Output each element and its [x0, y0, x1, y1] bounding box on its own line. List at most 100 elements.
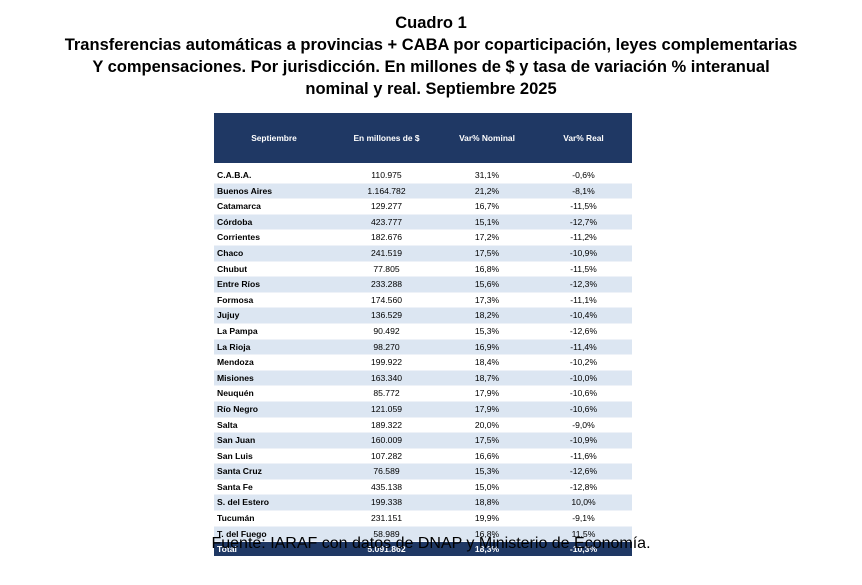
jurisdiction-cell: Entre Ríos: [214, 276, 334, 293]
table-row: C.A.B.A. 110.975 31,1% -0,6%: [214, 168, 632, 184]
jurisdiction-cell: Neuquén: [214, 385, 334, 402]
real-cell: -12,3%: [535, 276, 632, 293]
table-row: S. del Estero 199.338 18,8% 10,0%: [214, 494, 632, 512]
nominal-cell: 17,9%: [439, 385, 535, 402]
nominal-cell: 15,1%: [439, 214, 535, 231]
nominal-cell: 18,7%: [439, 370, 535, 387]
nominal-cell: 17,3%: [439, 292, 535, 309]
jurisdiction-cell: San Luis: [214, 448, 334, 465]
real-cell: -8,1%: [535, 183, 632, 200]
jurisdiction-cell: Misiones: [214, 370, 334, 387]
nominal-cell: 21,2%: [439, 183, 535, 200]
jurisdiction-cell: Chaco: [214, 245, 334, 262]
table-row: Tucumán 231.151 19,9% -9,1%: [214, 510, 632, 527]
amount-cell: 423.777: [334, 214, 439, 231]
jurisdiction-cell: Salta: [214, 417, 334, 434]
nominal-cell: 16,8%: [439, 261, 535, 278]
total-amount: 5.091.862: [334, 541, 439, 557]
table-title: Cuadro 1 Transferencias automáticas a pr…: [0, 12, 862, 100]
real-cell: -11,6%: [535, 448, 632, 465]
jurisdiction-cell: Jujuy: [214, 307, 334, 324]
header-amount: En millones de $: [334, 113, 439, 163]
nominal-cell: 15,0%: [439, 479, 535, 496]
nominal-cell: 16,6%: [439, 448, 535, 465]
amount-cell: 121.059: [334, 401, 439, 418]
amount-cell: 163.340: [334, 370, 439, 387]
header-spacer-cell: [214, 163, 632, 168]
real-cell: -9,1%: [535, 510, 632, 527]
amount-cell: 231.151: [334, 510, 439, 527]
title-line-2: Transferencias automáticas a provincias …: [64, 36, 798, 54]
jurisdiction-cell: Chubut: [214, 261, 334, 278]
amount-cell: 1.164.782: [334, 183, 439, 200]
jurisdiction-cell: San Juan: [214, 432, 334, 449]
table-row: Chaco 241.519 17,5% -10,9%: [214, 245, 632, 262]
header-real: Var% Real: [535, 113, 632, 163]
nominal-cell: 15,3%: [439, 323, 535, 340]
amount-cell: 90.492: [334, 323, 439, 340]
jurisdiction-cell: Mendoza: [214, 354, 334, 371]
table-row: La Pampa 90.492 15,3% -12,6%: [214, 323, 632, 340]
real-cell: -0,6%: [535, 168, 632, 184]
real-cell: 11,5%: [535, 526, 632, 543]
real-cell: -9,0%: [535, 417, 632, 434]
total-real: -10,3%: [535, 541, 632, 557]
real-cell: 10,0%: [535, 494, 632, 512]
total-label: Total: [214, 541, 334, 557]
nominal-cell: 17,5%: [439, 432, 535, 449]
real-cell: -10,2%: [535, 354, 632, 371]
real-cell: -11,5%: [535, 198, 632, 215]
amount-cell: 110.975: [334, 168, 439, 184]
table-row: Santa Fe 435.138 15,0% -12,8%: [214, 479, 632, 496]
amount-cell: 76.589: [334, 463, 439, 480]
table-row: Neuquén 85.772 17,9% -10,6%: [214, 385, 632, 402]
amount-cell: 58.989: [334, 526, 439, 543]
nominal-cell: 15,3%: [439, 463, 535, 480]
table-header-row: Septiembre En millones de $ Var% Nominal…: [214, 113, 632, 163]
jurisdiction-cell: Córdoba: [214, 214, 334, 231]
real-cell: -10,0%: [535, 370, 632, 387]
nominal-cell: 16,9%: [439, 339, 535, 356]
nominal-cell: 16,8%: [439, 526, 535, 543]
real-cell: -11,5%: [535, 261, 632, 278]
nominal-cell: 19,9%: [439, 510, 535, 527]
amount-cell: 77.805: [334, 261, 439, 278]
real-cell: -10,6%: [535, 401, 632, 418]
amount-cell: 241.519: [334, 245, 439, 262]
amount-cell: 435.138: [334, 479, 439, 496]
amount-cell: 199.922: [334, 354, 439, 371]
real-cell: -12,8%: [535, 479, 632, 496]
jurisdiction-cell: Santa Cruz: [214, 463, 334, 480]
table-row: Río Negro 121.059 17,9% -10,6%: [214, 401, 632, 418]
table-row: Santa Cruz 76.589 15,3% -12,6%: [214, 463, 632, 480]
nominal-cell: 18,4%: [439, 354, 535, 371]
table-row: Mendoza 199.922 18,4% -10,2%: [214, 354, 632, 371]
nominal-cell: 17,2%: [439, 229, 535, 246]
jurisdiction-cell: S. del Estero: [214, 494, 334, 512]
jurisdiction-cell: La Pampa: [214, 323, 334, 340]
amount-cell: 136.529: [334, 307, 439, 324]
table-row: Jujuy 136.529 18,2% -10,4%: [214, 307, 632, 324]
table-row: Entre Ríos 233.288 15,6% -12,3%: [214, 276, 632, 293]
real-cell: -11,4%: [535, 339, 632, 356]
table-row: Salta 189.322 20,0% -9,0%: [214, 417, 632, 434]
jurisdiction-cell: Corrientes: [214, 229, 334, 246]
total-nominal: 18,3%: [439, 541, 535, 557]
table-row: T. del Fuego 58.989 16,8% 11,5%: [214, 526, 632, 543]
nominal-cell: 18,2%: [439, 307, 535, 324]
table-row: La Rioja 98.270 16,9% -11,4%: [214, 339, 632, 356]
nominal-cell: 18,8%: [439, 494, 535, 512]
nominal-cell: 17,9%: [439, 401, 535, 418]
amount-cell: 189.322: [334, 417, 439, 434]
total-row: Total 5.091.862 18,3% -10,3%: [214, 541, 632, 557]
amount-cell: 233.288: [334, 276, 439, 293]
real-cell: -10,9%: [535, 432, 632, 449]
real-cell: -10,6%: [535, 385, 632, 402]
real-cell: -10,9%: [535, 245, 632, 262]
table-row: Catamarca 129.277 16,7% -11,5%: [214, 198, 632, 215]
amount-cell: 98.270: [334, 339, 439, 356]
table-row: San Juan 160.009 17,5% -10,9%: [214, 432, 632, 449]
table-row: Buenos Aires 1.164.782 21,2% -8,1%: [214, 183, 632, 200]
real-cell: -12,6%: [535, 463, 632, 480]
real-cell: -10,4%: [535, 307, 632, 324]
